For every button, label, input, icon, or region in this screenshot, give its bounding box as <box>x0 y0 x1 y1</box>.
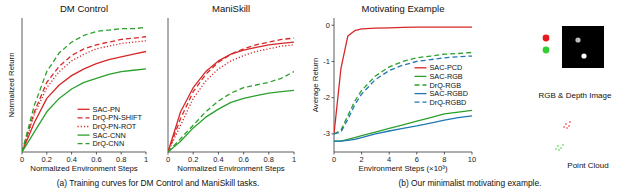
y-tick-label: -3 <box>323 129 330 138</box>
series-line <box>22 41 146 152</box>
y-tick <box>332 97 335 98</box>
x-axis-label: Environment Steps (×10³) <box>358 164 447 173</box>
x-tick-label: 2 <box>360 155 364 164</box>
series-line <box>334 56 472 134</box>
legend: SAC-PNDrQ-PN-SHIFTDrQ-PN-ROTSAC-CNNDrQ-C… <box>78 105 143 148</box>
depth-image <box>562 26 604 68</box>
x-tick-label: 0 <box>166 155 170 164</box>
y-axis-label: Normalized Return <box>7 53 16 118</box>
caption: (a) Training curves for DM Control and M… <box>57 178 259 188</box>
rgb-dot <box>543 47 550 54</box>
x-tick-label: 0.6 <box>91 155 101 164</box>
plot-area <box>22 27 146 152</box>
series-line <box>334 52 472 133</box>
cloud-label: Point Cloud <box>567 161 608 170</box>
caption: (b) Our minimalist motivating example. <box>399 178 542 188</box>
chart-title: ManiSkill <box>212 3 250 14</box>
cloud-point <box>558 149 560 151</box>
x-tick-label: 0.8 <box>264 155 274 164</box>
legend-swatch <box>78 117 90 118</box>
x-tick-label: 8 <box>442 155 446 164</box>
series-line <box>334 116 472 141</box>
cloud-point <box>562 144 564 146</box>
depth-dot <box>575 37 580 42</box>
legend-swatch <box>78 143 90 144</box>
x-axis-label: Normalized Environment Steps <box>30 164 138 173</box>
series-line <box>168 45 294 152</box>
figure: 0 0.2 0.4 0.6 0.8 1 DM Control Normalized Envir… <box>0 0 640 192</box>
illustration: RGB & Depth Image Point Cloud <box>539 26 612 170</box>
cloud-point <box>563 126 565 128</box>
cloud-point <box>555 148 557 150</box>
legend-swatch <box>414 67 426 68</box>
series-line <box>334 27 472 134</box>
x-tick-label: 1 <box>292 155 296 164</box>
y-tick-label: -1 <box>323 57 330 66</box>
cloud-point <box>565 123 567 125</box>
cloud-point <box>560 147 562 149</box>
chart-title: DM Control <box>60 3 108 14</box>
legend-swatch <box>414 93 426 94</box>
series-line <box>22 27 146 152</box>
legend-swatch <box>414 84 426 85</box>
chart: 0 0.2 0.4 0.6 0.8 1 ManiSkill Normalized Enviro… <box>166 3 296 173</box>
series-line <box>168 72 294 152</box>
plot-area <box>168 38 294 152</box>
x-tick-label: 0.4 <box>213 155 223 164</box>
x-axis <box>168 152 294 153</box>
y-axis <box>22 18 23 152</box>
x-tick-label: 0.2 <box>42 155 52 164</box>
series-line <box>168 42 294 152</box>
x-tick-label: 0 <box>20 155 24 164</box>
chart: 0 0.2 0.4 0.6 0.8 1 DM Control Normalized Envir… <box>7 3 148 173</box>
cloud-point <box>569 121 571 123</box>
x-tick-label: 6 <box>415 155 419 164</box>
plot-area <box>334 27 472 141</box>
y-axis <box>168 18 169 152</box>
y-tick <box>332 61 335 62</box>
x-tick-label: 0.4 <box>66 155 76 164</box>
legend: SAC-PCDSAC-RGBDrQ-RGBSAC-RGBDDrQ-RGBD <box>414 63 468 106</box>
x-tick-label: 4 <box>387 155 391 164</box>
x-axis <box>334 152 472 153</box>
series-line <box>22 37 146 152</box>
x-tick-label: 0 <box>332 155 336 164</box>
legend-label: DrQ-CNN <box>93 139 125 148</box>
cloud-point <box>568 125 570 127</box>
cloud-point <box>557 145 559 147</box>
legend-swatch <box>414 102 426 103</box>
chart: 0 2 4 6 8 10 -3 -2 -1 0 Motivating Example Environm… <box>311 3 476 173</box>
x-tick-label: 0.8 <box>116 155 126 164</box>
legend-swatch <box>78 126 90 127</box>
series-line <box>168 38 294 152</box>
y-axis-label: Average Return <box>311 58 320 112</box>
legend-swatch <box>78 134 90 135</box>
x-axis <box>22 152 146 153</box>
x-tick-label: 1 <box>144 155 148 164</box>
series-line <box>168 90 294 152</box>
x-tick-label: 10 <box>468 155 476 164</box>
y-tick <box>332 25 335 26</box>
chart-title: Motivating Example <box>362 3 445 14</box>
cloud-point <box>566 127 568 129</box>
y-tick <box>332 133 335 134</box>
legend-swatch <box>414 76 426 77</box>
rgb-dot <box>543 35 550 42</box>
legend-label: DrQ-RGBD <box>429 98 466 107</box>
y-tick-label: -2 <box>323 93 330 102</box>
y-tick-label: 0 <box>326 21 330 30</box>
x-tick-label: 0.6 <box>238 155 248 164</box>
image-label: RGB & Depth Image <box>539 91 612 100</box>
series-line <box>22 69 146 152</box>
x-tick-label: 0.2 <box>188 155 198 164</box>
x-axis-label: Normalized Environment Steps <box>177 164 285 173</box>
series-line <box>22 52 146 153</box>
series-line <box>334 110 472 141</box>
depth-dot <box>581 53 586 58</box>
legend-swatch <box>78 109 90 110</box>
